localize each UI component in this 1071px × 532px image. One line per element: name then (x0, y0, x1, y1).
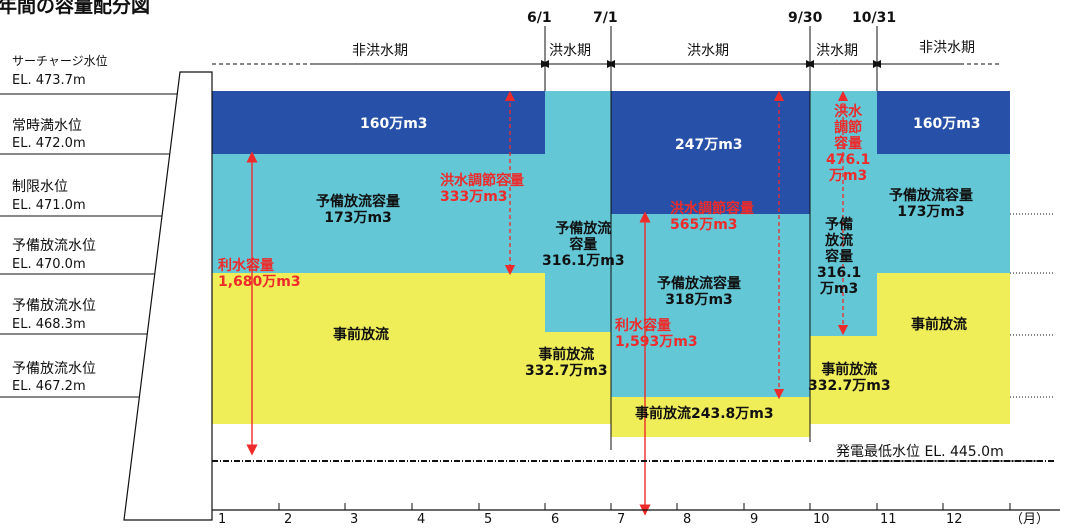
yellow-mid-label: 事前放流243.8万m3 (635, 406, 774, 422)
month-label: 2 (284, 512, 293, 527)
month-label: 1 (218, 512, 227, 527)
period-label: 非洪水期 (352, 43, 408, 59)
page-title: 年間の容量配分図 (0, 0, 151, 17)
month-label: 9 (750, 512, 759, 527)
flood-control-left: 洪水調節容量 333万m3 (440, 173, 524, 206)
cyan-oct-label: 予備 放流 容量 316.1 万m3 (817, 217, 862, 298)
blue-left-label: 160万m3 (360, 116, 428, 132)
water-use-mid: 利水容量 1,593万m3 (615, 318, 698, 351)
cyan-left-label: 予備放流容量 173万m3 (316, 194, 400, 227)
date-label: 6/1 (527, 10, 552, 26)
yellow-oct-label: 事前放流 332.7万m3 (808, 362, 891, 395)
min-power-level: 発電最低水位 EL. 445.0m (836, 444, 1004, 460)
month-label: 3 (350, 512, 359, 527)
yellow-left-label: 事前放流 (333, 327, 389, 343)
period-label: 洪水期 (816, 43, 858, 59)
level-name: サーチャージ水位 (12, 54, 108, 68)
dam-shape (123, 71, 213, 521)
blue-mid-label: 247万m3 (675, 137, 743, 153)
level-name: 制限水位 (12, 179, 68, 195)
yellow-right-label: 事前放流 (911, 317, 967, 333)
period-label: 非洪水期 (919, 40, 975, 56)
month-unit: （月） (1010, 512, 1050, 527)
level-elevation: EL. 467.2m (12, 379, 86, 394)
month-label: 5 (484, 512, 493, 527)
period-label: 洪水期 (549, 43, 591, 59)
block-blue-left (212, 91, 545, 154)
flood-control-mid: 洪水調節容量 565万m3 (670, 201, 754, 234)
block-cyan-left (212, 154, 545, 273)
month-label: 11 (880, 512, 897, 527)
water-use-left: 利水容量 1,680万m3 (218, 258, 301, 291)
yellow-jun-label: 事前放流 332.7万m3 (525, 347, 608, 380)
month-label: 12 (946, 512, 963, 527)
level-name: 予備放流水位 (12, 361, 96, 377)
date-label: 10/31 (852, 10, 897, 26)
date-label: 7/1 (593, 10, 618, 26)
block-cyan-right (877, 154, 1010, 273)
date-label: 9/30 (788, 10, 823, 26)
block-blue-right (877, 91, 1010, 154)
block-yellow-right (877, 273, 1010, 424)
blue-right-label: 160万m3 (913, 116, 981, 132)
level-elevation: EL. 473.7m (12, 73, 86, 88)
level-name: 予備放流水位 (12, 238, 96, 254)
level-name: 予備放流水位 (12, 298, 96, 314)
block-yellow-jun (545, 332, 611, 424)
month-label: 8 (683, 512, 692, 527)
month-label: 7 (617, 512, 626, 527)
level-name: 常時満水位 (12, 118, 82, 134)
level-elevation: EL. 471.0m (12, 198, 86, 213)
block-cyan-jun (545, 91, 611, 332)
cyan-jun-label: 予備放流 容量 316.1万m3 (542, 221, 625, 270)
level-elevation: EL. 470.0m (12, 257, 86, 272)
level-elevation: EL. 472.0m (12, 136, 86, 151)
level-elevation: EL. 468.3m (12, 317, 86, 332)
month-label: 10 (813, 512, 830, 527)
month-ticks (211, 503, 1011, 510)
block-yellow-left (212, 273, 545, 424)
cyan-right-label: 予備放流容量 173万m3 (889, 188, 973, 221)
block-yellow-oct (810, 336, 877, 424)
flood-control-oct: 洪水 調節 容量 476.1 万m3 (826, 104, 871, 185)
month-label: 6 (551, 512, 560, 527)
period-label: 洪水期 (687, 43, 729, 59)
month-label: 4 (417, 512, 426, 527)
cyan-mid-label: 予備放流容量 318万m3 (657, 276, 741, 309)
